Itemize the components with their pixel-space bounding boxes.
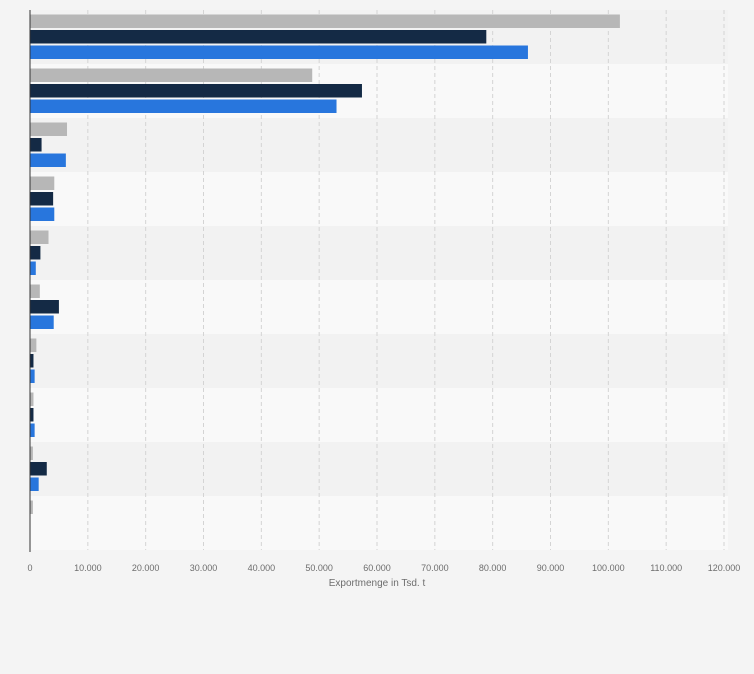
bar: [30, 500, 33, 514]
category-band: [30, 388, 728, 442]
bar: [30, 176, 55, 190]
x-tick-label: 20.000: [132, 563, 160, 573]
bar: [30, 45, 528, 59]
bar: [30, 338, 37, 352]
x-axis-label: Exportmenge in Tsd. t: [329, 578, 426, 589]
category-band: [30, 172, 728, 226]
gridlines: [87, 10, 725, 550]
bar: [30, 261, 36, 275]
category-band: [30, 118, 728, 172]
bar: [30, 192, 54, 206]
x-tick-label: 110.000: [650, 563, 682, 573]
x-tick-label: 0: [27, 563, 32, 573]
bar: [30, 153, 66, 167]
x-tick-label: 100.000: [592, 563, 625, 573]
bar: [30, 462, 47, 476]
category-band: [30, 334, 728, 388]
category-band: [30, 442, 728, 496]
x-tick-label: 60.000: [363, 563, 391, 573]
bar: [30, 315, 54, 329]
bar: [30, 392, 34, 406]
category-band: [30, 280, 728, 334]
bar: [30, 122, 68, 136]
x-tick-label: 10.000: [74, 563, 102, 573]
category-band: [30, 226, 728, 280]
bar: [30, 477, 39, 491]
category-band: [30, 496, 728, 550]
bar: [30, 300, 59, 314]
x-tick-label: 70.000: [421, 563, 449, 573]
bar: [30, 14, 620, 28]
bar: [30, 246, 41, 260]
bar: [30, 30, 487, 44]
bar: [30, 230, 49, 244]
x-tick-label: 40.000: [248, 563, 276, 573]
bar: [30, 207, 55, 221]
bar: [30, 408, 34, 422]
x-tick-label: 50.000: [305, 563, 333, 573]
x-tick-label: 120.000: [708, 563, 741, 573]
x-axis-tick-labels: 0 10.000 20.000 30.000 40.000 50.000 60.000 70.…: [27, 563, 740, 573]
x-tick-label: 30.000: [190, 563, 218, 573]
bar: [30, 68, 313, 82]
bar: [30, 369, 35, 383]
bar: [30, 284, 40, 298]
bar: [30, 84, 362, 98]
x-tick-label: 80.000: [479, 563, 507, 573]
bar: [30, 354, 34, 368]
bar: [30, 446, 33, 460]
bar: [30, 423, 35, 437]
bar: [30, 99, 337, 113]
bar: [30, 138, 42, 152]
bars: [30, 14, 620, 514]
x-tick-label: 90.000: [537, 563, 565, 573]
